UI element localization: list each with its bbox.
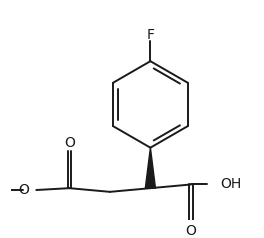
Text: F: F xyxy=(147,28,154,42)
Polygon shape xyxy=(145,148,155,188)
Text: OH: OH xyxy=(220,178,242,192)
Text: O: O xyxy=(18,183,29,197)
Text: O: O xyxy=(64,136,75,150)
Text: O: O xyxy=(185,224,196,238)
